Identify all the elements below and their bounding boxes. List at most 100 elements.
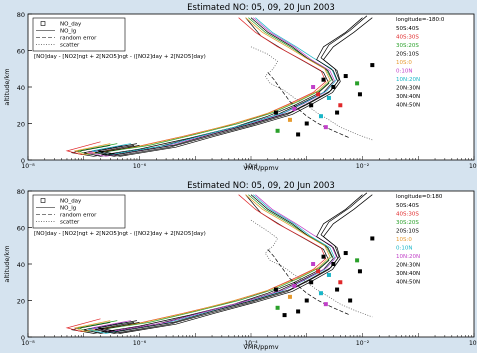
chart-panel-1: Estimated NO: 05, 09, 20 Jun 2003 0 20 40 60… xyxy=(3,3,477,172)
legend-header: longitude=-180:0 xyxy=(396,17,445,23)
y-axis-label: altitude/km xyxy=(3,245,11,282)
data-marker xyxy=(273,287,278,292)
legend-entry-20S-10S: 20S:10S xyxy=(396,229,419,235)
legend-entry-40N-50N: 40N:50N xyxy=(396,103,420,109)
legend-box xyxy=(32,194,126,229)
legend-entry-0-10N: 0:10N xyxy=(396,69,412,75)
series-line-30N-40N xyxy=(97,15,368,155)
data-marker xyxy=(309,280,314,285)
chart-panel-2: Estimated NO: 05, 09, 20 Jun 2003 0 20 40 60… xyxy=(3,181,477,351)
x-tick-label: 10⁰ xyxy=(469,340,477,347)
x-tick-label: 10⁻² xyxy=(356,163,370,170)
x-tick-label: 10⁻² xyxy=(356,340,370,347)
series-line-10S-0 xyxy=(73,194,331,332)
y-tick-label: 80 xyxy=(17,188,25,196)
legend-label: scatter xyxy=(60,43,80,49)
equation-text: [NO]day - [NO2]ngt + 2[N2O5]ngt - ([NO2]… xyxy=(34,231,206,237)
data-marker xyxy=(275,305,280,310)
legend-label: NO_day xyxy=(60,199,82,205)
x-tick-label: 10⁻⁴ xyxy=(244,340,258,347)
x-tick-label: 10⁻⁸ xyxy=(21,340,35,347)
data-marker xyxy=(348,298,353,303)
legend-entry-20N-30N: 20N:30N xyxy=(396,263,420,269)
series-line-10S-0 xyxy=(73,17,331,155)
legend-entry-0-10N: 0:10N xyxy=(396,246,412,252)
legend-entry-10N-20N: 10N:20N xyxy=(396,254,420,260)
data-marker xyxy=(287,117,292,122)
data-marker xyxy=(355,258,360,263)
data-marker xyxy=(326,95,331,100)
legend-entry-10N-20N: 10N:20N xyxy=(396,77,420,83)
legend-entry-30N-40N: 30N:40N xyxy=(396,94,420,100)
data-marker xyxy=(304,121,309,126)
legend-square-icon xyxy=(40,198,46,203)
legend-label: random error xyxy=(60,213,97,219)
legend-entry-30N-40N: 30N:40N xyxy=(396,271,420,277)
data-marker xyxy=(331,262,336,266)
legend-header: longitude=0:180 xyxy=(396,194,443,200)
legend-entry-10S-0: 10S:0 xyxy=(396,60,412,66)
legend-entry-30S-20S: 30S:20S xyxy=(396,43,419,49)
data-marker xyxy=(311,85,316,89)
data-marker xyxy=(282,313,287,318)
y-tick-label: 60 xyxy=(17,225,25,233)
legend-entry-40N-50N: 40N:50N xyxy=(396,280,420,286)
series-line-10N-20N xyxy=(91,194,337,332)
legend-label: NO_lg xyxy=(60,206,76,212)
y-tick-label: 80 xyxy=(17,11,25,19)
data-marker xyxy=(318,291,323,296)
data-marker xyxy=(275,128,280,133)
data-marker xyxy=(338,103,343,108)
legend-entry-40S-30S: 40S:30S xyxy=(396,212,419,218)
legend-entry-20S-10S: 20S:10S xyxy=(396,52,419,58)
chart-title: Estimated NO: 05, 09, 20 Jun 2003 xyxy=(187,3,335,13)
data-marker xyxy=(323,125,328,130)
data-marker xyxy=(296,309,301,314)
y-tick-label: 20 xyxy=(17,298,25,306)
series-line-20N-30N xyxy=(95,17,363,157)
y-tick-label: 60 xyxy=(17,48,25,56)
plot-series xyxy=(65,15,375,157)
data-marker xyxy=(316,92,321,97)
series-line-20N-30N xyxy=(95,194,363,334)
x-tick-label: 10⁰ xyxy=(469,163,477,170)
data-marker xyxy=(304,298,309,303)
legend-entry-10S-0: 10S:0 xyxy=(396,237,412,243)
y-tick-label: 0 xyxy=(21,334,25,342)
x-tick-label: 10⁻⁶ xyxy=(133,340,147,347)
y-tick-label: 40 xyxy=(17,261,25,269)
data-marker xyxy=(321,254,326,259)
chart-title: Estimated NO: 05, 09, 20 Jun 2003 xyxy=(187,181,335,191)
legend-label: random error xyxy=(60,36,97,42)
data-marker xyxy=(326,272,331,277)
series-line-30N-40N xyxy=(97,192,368,332)
legend-entry-30S-20S: 30S:20S xyxy=(396,220,419,226)
scatter-line xyxy=(250,219,373,318)
y-axis-label: altitude/km xyxy=(3,68,11,105)
series-line-10N-20N xyxy=(91,17,337,155)
data-marker xyxy=(273,110,278,115)
data-marker xyxy=(357,92,362,97)
legend-label: NO_day xyxy=(60,22,82,28)
data-marker xyxy=(309,103,314,108)
data-marker xyxy=(370,236,375,241)
data-marker xyxy=(331,85,336,89)
legend-box xyxy=(32,17,126,52)
x-tick-label: 10⁻⁸ xyxy=(21,163,35,170)
data-marker xyxy=(338,280,343,285)
data-marker xyxy=(292,283,297,288)
x-tick-label: 10⁻⁴ xyxy=(244,163,258,170)
data-marker xyxy=(370,63,375,68)
data-marker xyxy=(292,106,297,111)
data-marker xyxy=(343,74,348,79)
legend-entry-20N-30N: 20N:30N xyxy=(396,86,420,92)
data-marker xyxy=(335,287,340,292)
legend-label: scatter xyxy=(60,220,80,226)
data-marker xyxy=(318,114,323,119)
y-tick-label: 40 xyxy=(17,84,25,92)
data-marker xyxy=(311,262,316,266)
data-marker xyxy=(343,251,348,256)
data-marker xyxy=(316,269,321,274)
legend-entry-50S-40S: 50S:40S xyxy=(396,26,419,32)
